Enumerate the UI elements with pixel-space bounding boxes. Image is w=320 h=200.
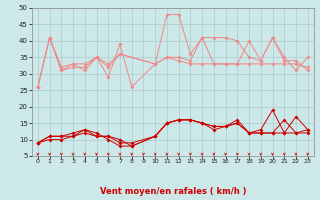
Text: Vent moyen/en rafales ( km/h ): Vent moyen/en rafales ( km/h ) [100,187,246,196]
